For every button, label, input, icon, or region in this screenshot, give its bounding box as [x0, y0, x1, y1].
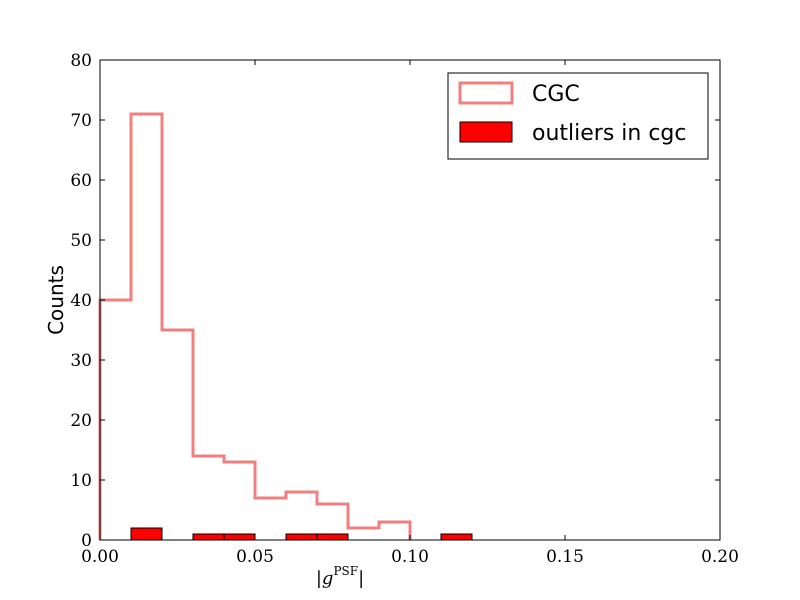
outlier-bar: [192, 533, 225, 541]
x-tick-label: 0.10: [391, 547, 429, 567]
legend: CGC outliers in cgc: [447, 72, 709, 160]
outlier-bar: [223, 533, 256, 541]
y-tick-label: 30: [70, 351, 92, 371]
outlier-bar: [285, 533, 318, 541]
x-tick-label: 0.05: [236, 547, 274, 567]
x-tick-label: 0.00: [81, 547, 119, 567]
legend-label-cgc: CGC: [532, 82, 580, 107]
y-tick-label: 40: [70, 291, 92, 311]
x-tick-label: 0.15: [546, 547, 584, 567]
legend-swatch-outliers: [459, 121, 513, 143]
y-tick-label: 20: [70, 411, 92, 431]
legend-swatch-cgc: [458, 81, 514, 105]
y-axis-label: Counts: [44, 265, 68, 335]
cgc-step-line: [98, 112, 412, 540]
y-tick-label: 0: [81, 531, 92, 551]
y-tick-label: 10: [70, 471, 92, 491]
x-axis-label: |gPSF|: [316, 564, 364, 589]
outlier-bar: [130, 527, 163, 541]
y-tick-label: 80: [70, 51, 92, 71]
y-tick-label: 60: [70, 171, 92, 191]
x-tick-label: 0.20: [701, 547, 739, 567]
outlier-bar: [440, 533, 473, 541]
legend-box: [447, 72, 709, 160]
outlier-bar: [316, 533, 349, 541]
ticks: 0.00 0.05 0.10 0.15 0.20 0 10 20 30 40 50 60 70 80: [70, 51, 739, 567]
y-tick-label: 50: [70, 231, 92, 251]
legend-label-outliers: outliers in cgc: [532, 121, 687, 146]
y-tick-label: 70: [70, 111, 92, 131]
